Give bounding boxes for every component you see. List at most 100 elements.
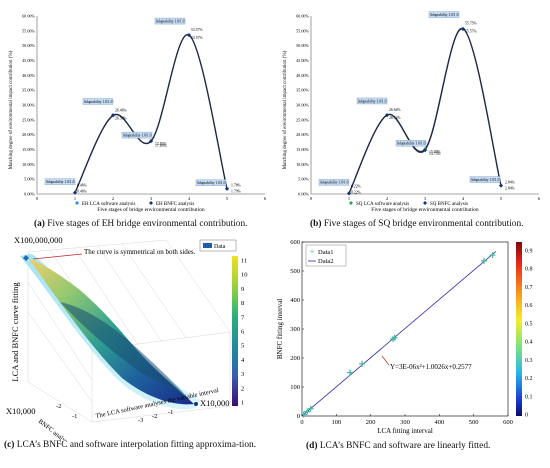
data-label-lca: 15.09% — [429, 150, 442, 154]
scatter-point — [304, 408, 311, 415]
y-ticks-a: 0.00% 5.00% 10.00% 15.00% 20.00% 25.00% 30.00%… — [22, 14, 35, 197]
caption-letter-c: (c) — [4, 440, 15, 450]
x-tick-c: -2 — [56, 403, 61, 410]
series-line-lca — [348, 27, 502, 194]
series-line-lca — [74, 34, 228, 193]
series-line-bnfc — [348, 28, 502, 194]
adaptability-box — [428, 11, 460, 18]
surface-ridge-c — [60, 302, 190, 400]
data-point — [385, 113, 389, 118]
colorbar-tick-label: 0.4 — [525, 340, 533, 346]
y-tick-label: 200 — [290, 355, 300, 362]
y-tick-label: 20.00% — [22, 132, 35, 137]
y-tick-label: 40.00% — [296, 73, 309, 78]
scatter-point — [300, 411, 307, 418]
3d-grid-c — [27, 239, 231, 423]
legend-d: + Data1 Data2 — [305, 244, 347, 267]
legend-label-lca-b: SQ LCA software analysis — [356, 202, 409, 207]
y-tick-label: 0 — [297, 413, 300, 420]
legend-label-data1-d: Data1 — [318, 249, 334, 256]
y-tick-label: 25.00% — [296, 117, 309, 122]
caption-a: (a) Five stages of EH bridge environment… — [34, 219, 248, 230]
data-label-bnfc: 2.84% — [505, 187, 516, 191]
y-tick-label: 50.00% — [296, 43, 309, 48]
colorbar-tick-label: 0.3 — [525, 358, 533, 364]
legend-marker-bnfc-a — [149, 201, 153, 205]
y-tick-label: 10.00% — [22, 162, 35, 167]
y-tick-label: 45.00% — [22, 58, 35, 63]
legend-marker-bnfc-b — [423, 201, 427, 205]
colorbar-tick-label: 0 — [525, 413, 528, 419]
y-tick-label: 55.00% — [22, 28, 35, 33]
data-label-lca: 17.83% — [155, 142, 168, 146]
legend-marker-lca-a — [75, 201, 79, 205]
colorbar-tick-label: 0.7 — [525, 285, 533, 291]
caption-letter-d: (d) — [306, 441, 318, 451]
data-label-bnfc: 53.57% — [191, 36, 204, 40]
y-tick-label: 60.00% — [22, 14, 35, 19]
adaptability-boxes-b: Adaptability 1.0/1.0 Adaptability 1.0/1.0… — [318, 11, 501, 186]
data-label-lca: 0.22% — [351, 184, 362, 188]
colorbar-tick-label: 5 — [241, 343, 244, 350]
data-label-lca: 55.75% — [465, 22, 478, 26]
data-label-lca: 0.46% — [77, 184, 88, 188]
x-multiplier-c: X10,000 — [6, 406, 36, 416]
x-tick-label: 0 — [36, 196, 39, 201]
adaptability-label: Adaptability 1.0/1.0 — [320, 181, 349, 185]
y-tick-label: 400 — [290, 297, 300, 304]
data-points-d — [300, 252, 496, 418]
y-tick-label: 500 — [290, 268, 300, 275]
colorbar-tick-label: 0.5 — [525, 321, 533, 327]
data-label-bnfc: 0.22% — [351, 190, 362, 194]
data-label-lca: 1.78% — [231, 184, 242, 188]
data-label-bnfc: 26.54% — [389, 116, 402, 120]
data-point — [347, 191, 351, 196]
data-label-lca: 2.84% — [505, 181, 516, 185]
colorbar-tick-label: 11 — [241, 258, 247, 265]
y-tick-label: 600 — [290, 239, 300, 246]
x-tick-label: 200 — [366, 419, 376, 426]
y-multiplier-c: X10,000 — [200, 398, 230, 408]
colorbar-tick-label: 10 — [241, 272, 248, 279]
data-point — [423, 148, 427, 153]
caption-d: (d) LCA’s BNFC and software are linearly… — [306, 441, 490, 452]
y-tick-label: 100 — [290, 384, 300, 391]
colorbar-ticks-d: 0.9 0.8 0.7 0.6 0.5 0.4 0.3 0.2 0.1 0 — [525, 249, 533, 419]
annotation-c: The curve is symmetrical on both sides. — [84, 248, 196, 256]
data-label-bnfc: 17.83% — [155, 144, 168, 148]
adaptability-box — [395, 140, 427, 147]
x-tick-label: 600 — [503, 419, 513, 426]
scatter-point — [391, 334, 398, 341]
y-tick-label: 35.00% — [296, 88, 309, 93]
y-tick-c: -1 — [168, 409, 173, 416]
x-tick-label: 1 — [74, 196, 76, 201]
x-tick-label: 400 — [434, 419, 444, 426]
colorbar-tick-label: 0.2 — [525, 376, 533, 382]
data-label-bnfc: 55.57% — [465, 30, 478, 34]
series-a — [73, 33, 229, 195]
legend-marker-data1-d: + — [310, 247, 315, 256]
adaptability-box — [44, 178, 76, 185]
y-ticks-b: 0.00% 5.00% 10.00% 15.00% 20.00% 25.00% 30.00%… — [296, 14, 309, 197]
equation-d: Y=3E-06x²+1.0026x+0.2577 — [390, 363, 472, 371]
data-label-lca: 26.64% — [389, 108, 402, 112]
adaptability-box — [82, 98, 114, 105]
scatter-point — [347, 369, 354, 376]
y-tick-label: 5.00% — [24, 177, 35, 182]
x-tick-label: 0 — [300, 419, 303, 426]
legend-label-c: Data — [214, 244, 226, 250]
scatter-point — [489, 252, 496, 259]
colorbar-tick-label: 0.8 — [525, 267, 533, 273]
z-axis-label-c: LCA and BNFC curve fitting — [10, 282, 20, 382]
annotation-arrow-c — [32, 253, 83, 260]
x-axis-label-c: BNFC analyses the variable interval — [37, 418, 116, 440]
data-point — [73, 190, 77, 195]
x-axis-label-b: Five stages of bridge environmental cont… — [371, 206, 479, 213]
data-point-bottom-c — [194, 402, 198, 406]
y-tick-label: 15.00% — [22, 147, 35, 152]
legend-label-data2-d: Data2 — [318, 258, 334, 265]
data-label-bnfc: 0.46% — [77, 190, 88, 194]
x-tick-label: 4 — [188, 196, 191, 201]
data-point — [149, 139, 153, 144]
